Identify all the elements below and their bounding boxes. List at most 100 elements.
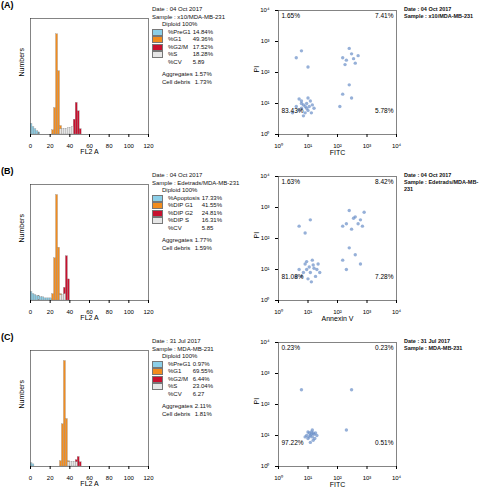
svg-text:Numbers: Numbers <box>18 48 25 77</box>
svg-text:10⁰: 10⁰ <box>274 474 283 481</box>
svg-text:10⁴: 10⁴ <box>392 475 402 481</box>
svg-text:80: 80 <box>106 309 113 315</box>
svg-text:10¹: 10¹ <box>261 100 270 106</box>
svg-text:FITC: FITC <box>330 481 346 488</box>
html-text:Diploid 100%: Diploid 100% <box>162 187 198 194</box>
svg-text:7.28%: 7.28% <box>375 273 394 280</box>
html-text:Sample : Edetrads/MDA-MB-231: Sample : Edetrads/MDA-MB-231 <box>404 179 479 192</box>
html-text:%CV: %CV <box>168 224 182 231</box>
svg-text:7.41%: 7.41% <box>375 12 394 19</box>
svg-text:10⁰: 10⁰ <box>261 296 270 303</box>
svg-text:100: 100 <box>124 309 135 315</box>
svg-text:10³: 10³ <box>363 143 372 149</box>
svg-text:5.78%: 5.78% <box>375 107 394 114</box>
svg-text:10²: 10² <box>261 235 270 241</box>
svg-text:80: 80 <box>106 475 113 481</box>
svg-text:0.51%: 0.51% <box>375 439 394 446</box>
svg-text:10⁴: 10⁴ <box>260 339 270 345</box>
html-text:Diploid 100%: Diploid 100% <box>162 21 198 28</box>
html-text:Sample : x10/MDA-MB-231: Sample : x10/MDA-MB-231 <box>152 13 225 20</box>
html-text:5.89: 5.89 <box>192 58 205 65</box>
svg-text:10³: 10³ <box>261 204 270 210</box>
svg-text:10⁴: 10⁴ <box>260 173 270 179</box>
svg-text:10⁴: 10⁴ <box>392 309 402 315</box>
svg-text:20: 20 <box>47 143 54 149</box>
svg-text:10¹: 10¹ <box>261 266 270 272</box>
svg-text:120: 120 <box>143 475 154 481</box>
svg-text:10¹: 10¹ <box>261 432 270 438</box>
svg-text:1.65%: 1.65% <box>282 12 301 19</box>
svg-text:10⁰: 10⁰ <box>261 130 270 137</box>
html-text:(B): (B) <box>1 166 14 176</box>
html-text:41.55%: 41.55% <box>201 202 222 209</box>
svg-text:10²: 10² <box>261 401 270 407</box>
svg-text:20: 20 <box>47 309 54 315</box>
svg-text:20: 20 <box>47 475 54 481</box>
svg-text:10²: 10² <box>261 69 270 75</box>
svg-text:10¹: 10¹ <box>304 309 313 315</box>
html-text:(A): (A) <box>1 0 14 10</box>
svg-text:8.42%: 8.42% <box>375 178 394 185</box>
svg-text:10⁴: 10⁴ <box>260 7 270 13</box>
svg-text:PI: PI <box>253 66 260 73</box>
svg-text:0: 0 <box>29 309 33 315</box>
svg-text:100: 100 <box>124 143 135 149</box>
svg-text:97.22%: 97.22% <box>282 439 304 446</box>
svg-text:0.23%: 0.23% <box>282 344 301 351</box>
html-text:Cell debris: Cell debris <box>162 78 191 85</box>
html-text:%DIP G2: %DIP G2 <box>168 209 193 216</box>
svg-text:120: 120 <box>143 309 154 315</box>
html-text:%DIP S: %DIP S <box>168 217 189 224</box>
svg-text:40: 40 <box>66 475 73 481</box>
svg-text:PI: PI <box>253 232 260 239</box>
svg-text:80: 80 <box>106 143 113 149</box>
html-text:%S: %S <box>168 51 178 58</box>
svg-text:10⁰: 10⁰ <box>274 308 283 315</box>
svg-text:10⁰: 10⁰ <box>274 142 283 149</box>
svg-text:60: 60 <box>86 308 93 315</box>
html-text:1.73%: 1.73% <box>194 78 212 85</box>
html-text:%CV: %CV <box>168 58 182 65</box>
svg-text:10⁰: 10⁰ <box>261 462 270 469</box>
svg-text:10³: 10³ <box>363 475 372 481</box>
html-text:%Apoptosis 17.33%: %Apoptosis 17.33% <box>168 194 222 201</box>
html-text:24.81%: 24.81% <box>201 209 222 216</box>
html-text:18.28%: 18.28% <box>192 51 213 58</box>
html-text:%G1: %G1 <box>168 36 182 43</box>
svg-text:10³: 10³ <box>261 38 270 44</box>
html-text:%DIP G1: %DIP G1 <box>168 202 193 209</box>
html-text:Aggregates 1.57%: Aggregates 1.57% <box>162 71 212 78</box>
svg-text:Numbers: Numbers <box>18 380 25 409</box>
svg-text:10³: 10³ <box>363 309 372 315</box>
svg-text:81.08%: 81.08% <box>282 273 304 280</box>
svg-text:60: 60 <box>86 142 93 149</box>
svg-text:PI: PI <box>253 398 260 405</box>
svg-text:FL2 A: FL2 A <box>80 148 99 155</box>
svg-text:10³: 10³ <box>261 370 270 376</box>
html-text:Sample : Edetrads/MDA-MB-231: Sample : Edetrads/MDA-MB-231 <box>152 179 240 186</box>
svg-text:FL2 A: FL2 A <box>80 480 99 487</box>
html-text:49.36%: 49.36% <box>192 36 213 43</box>
svg-text:Annexin V: Annexin V <box>322 315 354 322</box>
svg-text:0: 0 <box>29 143 33 149</box>
svg-text:Numbers: Numbers <box>18 214 25 243</box>
svg-text:100: 100 <box>124 475 135 481</box>
html-text:17.52%: 17.52% <box>192 43 213 50</box>
svg-text:40: 40 <box>66 309 73 315</box>
html-text:(C): (C) <box>1 332 14 342</box>
svg-text:FITC: FITC <box>330 149 346 156</box>
svg-text:120: 120 <box>143 143 154 149</box>
svg-text:0.23%: 0.23% <box>375 344 394 351</box>
svg-text:10¹: 10¹ <box>304 475 313 481</box>
svg-text:0: 0 <box>29 475 33 481</box>
html-text:16.31%: 16.31% <box>201 217 222 224</box>
svg-text:FL2 A: FL2 A <box>80 314 99 321</box>
svg-text:83.43%: 83.43% <box>282 107 304 114</box>
html-text:%G2/M: %G2/M <box>168 43 188 50</box>
svg-text:1.63%: 1.63% <box>282 178 301 185</box>
svg-text:10²: 10² <box>333 142 342 149</box>
svg-text:10¹: 10¹ <box>304 143 313 149</box>
svg-text:10⁴: 10⁴ <box>392 143 402 149</box>
html-text:%PreG1 14.84%: %PreG1 14.84% <box>168 28 213 35</box>
svg-text:40: 40 <box>66 143 73 149</box>
